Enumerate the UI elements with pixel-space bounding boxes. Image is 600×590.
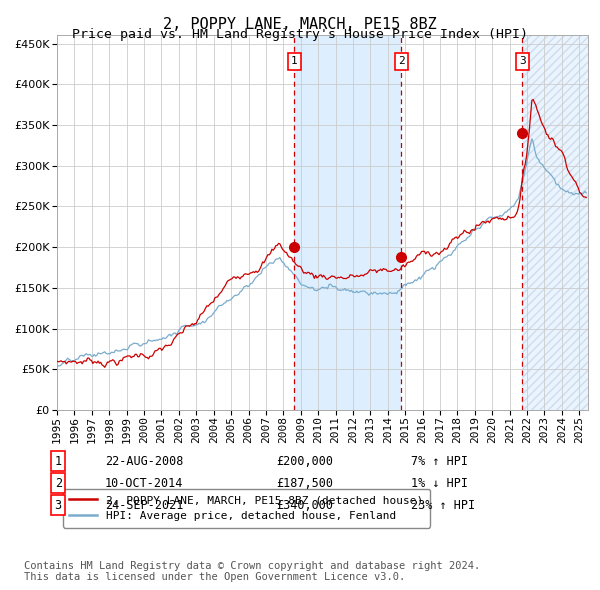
Text: £200,000: £200,000 <box>276 455 333 468</box>
Legend: 2, POPPY LANE, MARCH, PE15 8BZ (detached house), HPI: Average price, detached ho: 2, POPPY LANE, MARCH, PE15 8BZ (detached… <box>62 489 430 527</box>
Text: £340,000: £340,000 <box>276 499 333 512</box>
Text: 3: 3 <box>55 499 62 512</box>
Text: 10-OCT-2014: 10-OCT-2014 <box>105 477 184 490</box>
Text: 2: 2 <box>398 57 404 67</box>
Text: 2, POPPY LANE, MARCH, PE15 8BZ: 2, POPPY LANE, MARCH, PE15 8BZ <box>163 17 437 31</box>
Text: 24-SEP-2021: 24-SEP-2021 <box>105 499 184 512</box>
Text: 23% ↑ HPI: 23% ↑ HPI <box>411 499 475 512</box>
Text: Price paid vs. HM Land Registry's House Price Index (HPI): Price paid vs. HM Land Registry's House … <box>72 28 528 41</box>
Text: 1: 1 <box>55 455 62 468</box>
Bar <box>523 35 588 410</box>
Text: 3: 3 <box>519 57 526 67</box>
Text: 22-AUG-2008: 22-AUG-2008 <box>105 455 184 468</box>
Text: £187,500: £187,500 <box>276 477 333 490</box>
Text: 7% ↑ HPI: 7% ↑ HPI <box>411 455 468 468</box>
Text: 1: 1 <box>291 57 298 67</box>
Text: 1% ↓ HPI: 1% ↓ HPI <box>411 477 468 490</box>
Text: 2: 2 <box>55 477 62 490</box>
Bar <box>295 35 401 410</box>
Text: Contains HM Land Registry data © Crown copyright and database right 2024.
This d: Contains HM Land Registry data © Crown c… <box>24 560 480 582</box>
